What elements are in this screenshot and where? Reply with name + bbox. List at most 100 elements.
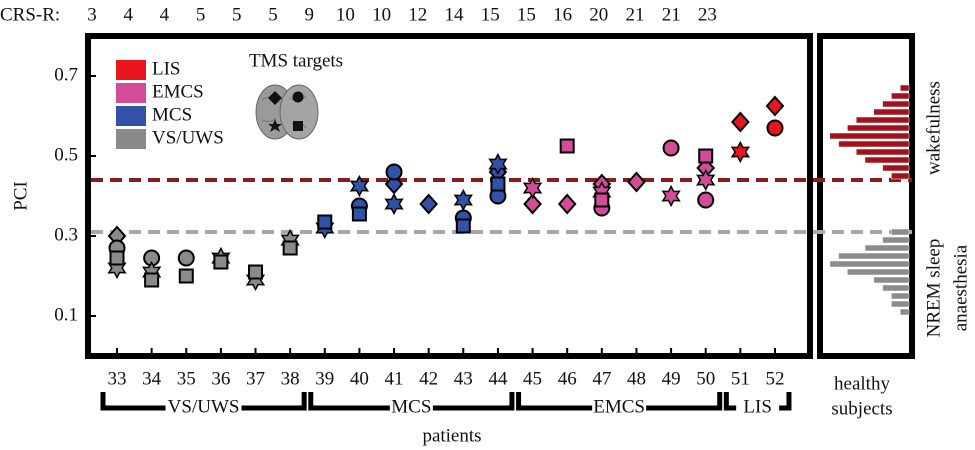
x-tick-label: 39 — [315, 368, 334, 389]
hist-bar — [838, 140, 910, 148]
x-tick-label: 38 — [281, 368, 300, 389]
point — [144, 272, 160, 288]
hist-bar — [829, 132, 910, 140]
hist-bar — [882, 100, 910, 108]
hist-series-label: NREM sleep — [923, 239, 944, 338]
crs-score: 12 — [408, 4, 427, 25]
point — [384, 192, 404, 216]
crs-score: 5 — [196, 4, 206, 25]
point — [661, 184, 681, 208]
x-tick-label: 34 — [142, 368, 162, 389]
crs-score: 14 — [445, 4, 465, 25]
x-tick-label: 40 — [350, 368, 369, 389]
hist-bar — [882, 236, 910, 244]
group-label: VS/UWS — [168, 396, 240, 417]
y-tick-label: 0.5 — [54, 144, 78, 165]
group-label-bg — [736, 397, 780, 419]
point — [178, 268, 194, 284]
hist-bar — [891, 92, 910, 100]
legend-swatch — [116, 83, 146, 103]
point — [282, 240, 298, 256]
x-tick-label: 33 — [108, 368, 127, 389]
hist-title: subjects — [831, 398, 892, 419]
hist-bar — [873, 276, 910, 284]
hist-bar — [891, 300, 910, 308]
group-label: EMCS — [593, 396, 645, 417]
point — [351, 206, 367, 222]
x-axis-label: patients — [422, 425, 481, 446]
crs-score: 16 — [553, 4, 572, 25]
hist-bar — [838, 252, 910, 260]
point — [385, 163, 403, 181]
legend-swatch — [116, 129, 146, 149]
crs-score: 15 — [517, 4, 536, 25]
hist-bar — [829, 260, 910, 268]
crs-score: 10 — [372, 4, 391, 25]
point — [455, 218, 471, 234]
x-tick-label: 52 — [765, 368, 784, 389]
point — [627, 171, 646, 193]
hist-bar — [864, 244, 910, 252]
hist-bar — [873, 108, 910, 116]
point — [662, 139, 680, 157]
point — [557, 193, 577, 215]
y-axis-label: PCI — [10, 181, 31, 211]
group-label: LIS — [743, 396, 772, 417]
y-tick-label: 0.7 — [54, 64, 78, 85]
hist-bar — [847, 124, 910, 132]
hist-bar — [899, 308, 910, 316]
point — [765, 95, 785, 117]
x-tick-label: 50 — [696, 368, 715, 389]
x-tick-label: 48 — [627, 368, 646, 389]
hist-bar — [899, 84, 910, 92]
crs-score: 10 — [336, 4, 355, 25]
crs-score: 15 — [481, 4, 500, 25]
point — [109, 250, 125, 266]
hist-frame — [817, 33, 915, 359]
hist-bar — [847, 268, 910, 276]
point — [731, 111, 750, 133]
x-tick-label: 46 — [558, 368, 577, 389]
point — [559, 138, 575, 154]
point — [522, 176, 543, 200]
x-tick-label: 51 — [731, 368, 750, 389]
legend-swatch — [116, 60, 146, 80]
legend-label: MCS — [152, 104, 192, 125]
hist-bar — [855, 148, 910, 156]
point — [698, 148, 714, 164]
crs-score: 21 — [626, 4, 645, 25]
crs-label: CRS-R: — [0, 4, 60, 25]
y-tick-label: 0.1 — [54, 304, 78, 325]
point — [419, 193, 439, 215]
point — [488, 152, 508, 176]
point — [594, 192, 610, 208]
group-label: MCS — [391, 396, 431, 417]
crs-score: 5 — [232, 4, 242, 25]
hist-bar — [891, 228, 910, 236]
x-tick-label: 45 — [523, 368, 542, 389]
legend-label: LIS — [152, 58, 181, 79]
point — [317, 214, 333, 230]
hist-bar — [864, 156, 910, 164]
hist-series-label: anaesthesia — [950, 244, 971, 331]
hist-bar — [891, 172, 910, 180]
group-label-bg — [165, 397, 242, 419]
point — [766, 119, 784, 137]
legend-label: VS/UWS — [152, 127, 224, 148]
point — [107, 256, 127, 280]
x-tick-label: 44 — [488, 368, 508, 389]
hist-bar — [891, 292, 910, 300]
inset-title: TMS targets — [249, 50, 343, 71]
crs-score: 21 — [662, 4, 681, 25]
x-tick-label: 47 — [592, 368, 611, 389]
x-tick-label: 37 — [246, 368, 265, 389]
group-label-bg — [389, 397, 433, 419]
y-tick-label: 0.3 — [54, 224, 78, 245]
point — [177, 249, 195, 267]
crs-score: 9 — [304, 4, 314, 25]
point — [523, 193, 542, 215]
crs-score: 5 — [268, 4, 278, 25]
hist-series-label: wakefulness — [923, 81, 944, 175]
x-tick-label: 41 — [385, 368, 404, 389]
